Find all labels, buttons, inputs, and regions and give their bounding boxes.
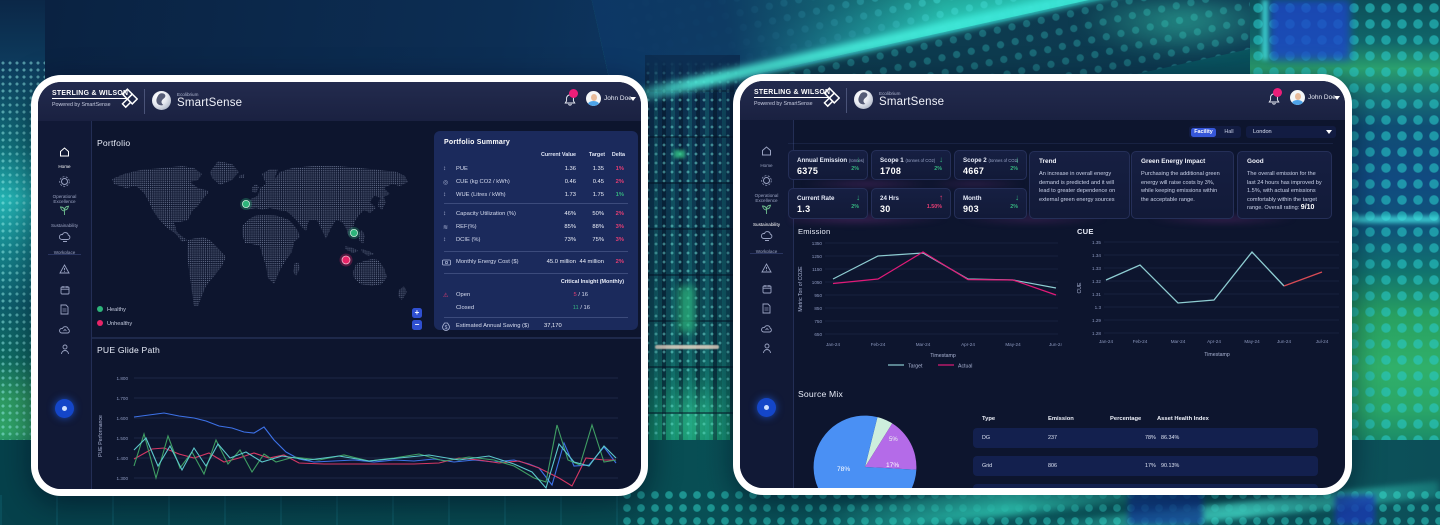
svg-text:Feb-24: Feb-24 [871, 342, 886, 347]
svg-text:Target: Target [908, 364, 923, 370]
svg-text:1.800: 1.800 [117, 376, 129, 381]
svg-text:PUE Performance: PUE Performance [98, 415, 104, 457]
svg-text:Jun-24: Jun-24 [1049, 342, 1062, 347]
svg-text:Metric Ton of CO2E: Metric Ton of CO2E [798, 266, 804, 312]
svg-text:Mar-24: Mar-24 [916, 342, 931, 347]
svg-text:May-24: May-24 [1005, 342, 1021, 347]
svg-text:78%: 78% [837, 466, 850, 473]
svg-text:850: 850 [814, 306, 822, 311]
svg-text:Mar-24: Mar-24 [1171, 339, 1186, 344]
svg-text:1.28: 1.28 [1092, 331, 1101, 336]
svg-text:950: 950 [814, 293, 822, 298]
svg-text:1.300: 1.300 [117, 476, 129, 481]
svg-text:17%: 17% [886, 462, 899, 469]
svg-text:CUE: CUE [1077, 282, 1083, 293]
svg-text:1.34: 1.34 [1092, 253, 1101, 258]
svg-text:650: 650 [814, 332, 822, 337]
svg-text:1.32: 1.32 [1092, 279, 1101, 284]
svg-text:Jun-24: Jun-24 [1277, 339, 1291, 344]
svg-text:Jan-24: Jan-24 [826, 342, 840, 347]
svg-text:750: 750 [814, 319, 822, 324]
svg-text:Apr-24: Apr-24 [961, 342, 975, 347]
svg-text:Actual: Actual [958, 364, 972, 370]
svg-text:1150: 1150 [812, 267, 822, 272]
svg-text:1.500: 1.500 [117, 436, 129, 441]
svg-text:1.700: 1.700 [117, 396, 129, 401]
svg-text:Feb-24: Feb-24 [1133, 339, 1148, 344]
svg-text:Timestamp: Timestamp [1204, 352, 1230, 358]
svg-text:Timestamp: Timestamp [930, 353, 956, 359]
svg-text:1.400: 1.400 [117, 456, 129, 461]
svg-text:1250: 1250 [812, 254, 823, 259]
svg-text:Jul-24: Jul-24 [1316, 339, 1329, 344]
svg-text:Jan-24: Jan-24 [1099, 339, 1113, 344]
svg-text:May-24: May-24 [1244, 339, 1260, 344]
svg-text:5%: 5% [889, 437, 898, 443]
svg-text:1.31: 1.31 [1092, 292, 1101, 297]
svg-text:1.3: 1.3 [1095, 305, 1102, 310]
svg-text:1.600: 1.600 [117, 416, 129, 421]
svg-text:1350: 1350 [812, 241, 823, 246]
svg-text:Apr-24: Apr-24 [1207, 339, 1221, 344]
svg-text:1.33: 1.33 [1092, 266, 1101, 271]
svg-text:1.29: 1.29 [1092, 318, 1101, 323]
svg-text:1.35: 1.35 [1092, 240, 1101, 245]
svg-text:1050: 1050 [812, 280, 823, 285]
svg-text:$: $ [445, 325, 448, 331]
